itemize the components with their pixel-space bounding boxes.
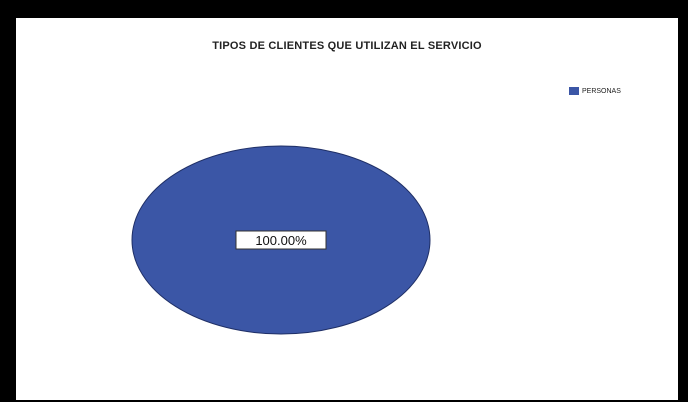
chart-panel: TIPOS DE CLIENTES QUE UTILIZAN EL SERVIC… xyxy=(16,18,678,400)
pie-data-label-group: 100.00% xyxy=(235,230,327,250)
legend-label: PERSONAS xyxy=(582,87,621,95)
pie-chart: 100.00% xyxy=(131,145,431,335)
pie-data-label-box xyxy=(235,230,327,250)
pie-data-label: 100.00% xyxy=(255,233,307,248)
chart-title: TIPOS DE CLIENTES QUE UTILIZAN EL SERVIC… xyxy=(212,40,482,52)
legend-swatch xyxy=(569,87,579,95)
chart-legend: PERSONAS xyxy=(569,87,621,95)
